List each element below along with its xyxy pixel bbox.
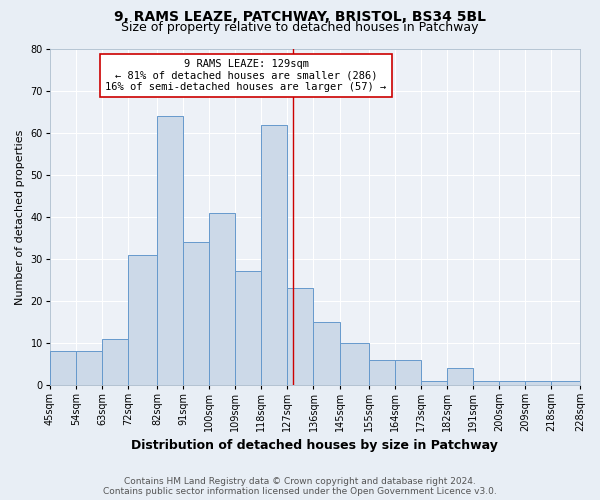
Bar — [209, 212, 235, 385]
Bar — [421, 380, 447, 385]
Bar — [525, 380, 551, 385]
Bar — [340, 343, 368, 385]
Bar — [235, 272, 262, 385]
Text: 9, RAMS LEAZE, PATCHWAY, BRISTOL, BS34 5BL: 9, RAMS LEAZE, PATCHWAY, BRISTOL, BS34 5… — [114, 10, 486, 24]
Bar — [287, 288, 313, 385]
Bar — [102, 338, 128, 385]
Bar — [183, 242, 209, 385]
Text: Size of property relative to detached houses in Patchway: Size of property relative to detached ho… — [121, 21, 479, 34]
Bar — [313, 322, 340, 385]
Text: 9 RAMS LEAZE: 129sqm
← 81% of detached houses are smaller (286)
16% of semi-deta: 9 RAMS LEAZE: 129sqm ← 81% of detached h… — [106, 59, 386, 92]
Bar — [447, 368, 473, 385]
Bar — [262, 124, 287, 385]
Bar — [368, 360, 395, 385]
Bar — [473, 380, 499, 385]
Bar — [50, 352, 76, 385]
X-axis label: Distribution of detached houses by size in Patchway: Distribution of detached houses by size … — [131, 440, 499, 452]
Y-axis label: Number of detached properties: Number of detached properties — [15, 129, 25, 304]
Bar — [499, 380, 525, 385]
Bar — [551, 380, 580, 385]
Text: Contains HM Land Registry data © Crown copyright and database right 2024.
Contai: Contains HM Land Registry data © Crown c… — [103, 476, 497, 496]
Bar — [395, 360, 421, 385]
Bar — [157, 116, 183, 385]
Bar — [128, 254, 157, 385]
Bar — [76, 352, 102, 385]
